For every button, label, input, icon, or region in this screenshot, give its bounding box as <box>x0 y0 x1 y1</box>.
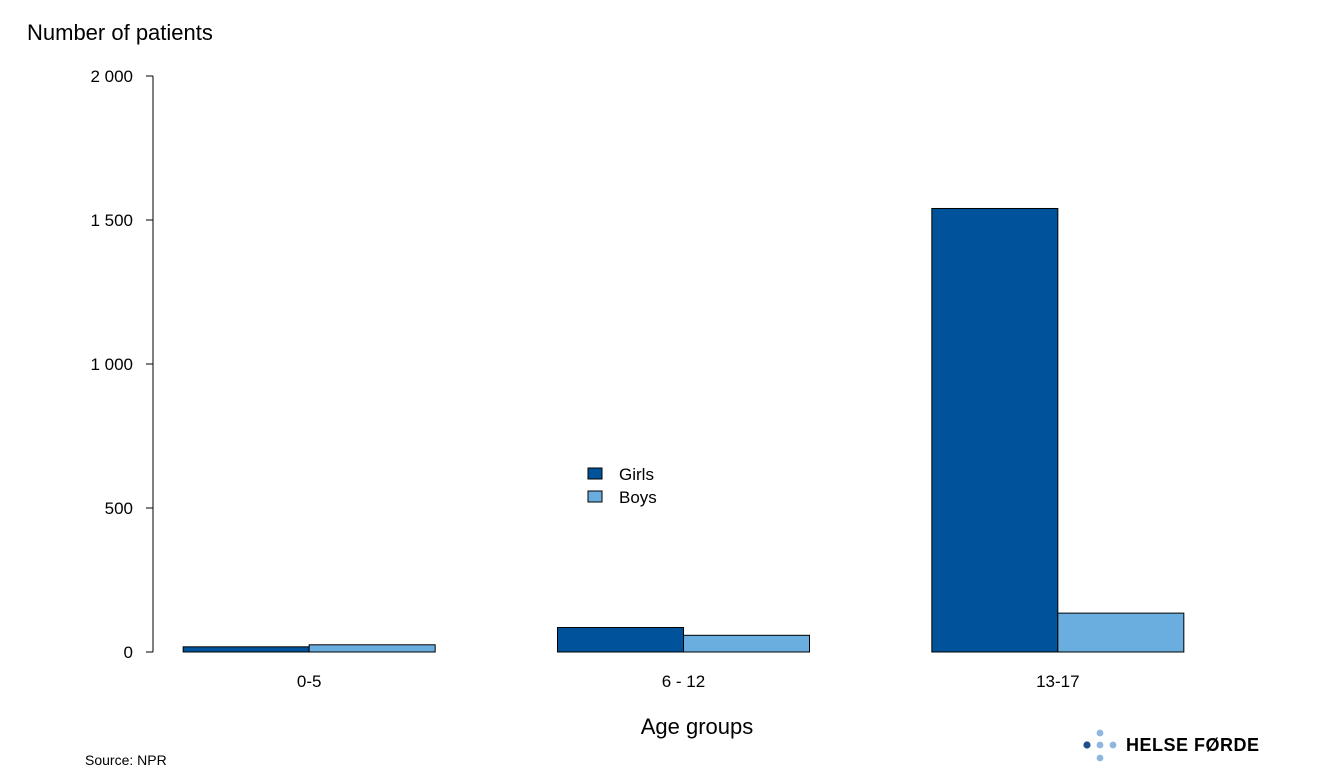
x-tick-label: 6 - 12 <box>662 672 705 691</box>
y-tick-label: 1 000 <box>90 355 133 374</box>
helse-forde-dots-logo <box>1083 729 1117 762</box>
bar-girls-2 <box>931 207 1059 653</box>
legend-label: Girls <box>619 465 654 484</box>
bar-boys-1 <box>683 634 810 653</box>
y-tick-label: 500 <box>105 499 133 518</box>
legend-item-girls: Girls <box>587 465 654 484</box>
bar-girls-0 <box>182 646 310 653</box>
y-tick-label: 0 <box>124 643 133 662</box>
logo-dot <box>1096 729 1104 737</box>
logo-dot <box>1096 754 1104 762</box>
x-tick-label: 13-17 <box>1036 672 1079 691</box>
logo-dot <box>1109 741 1117 749</box>
x-axis-tick-labels: 0-5 6 - 12 13-17 <box>297 672 1080 691</box>
bar-boys-0 <box>308 644 436 653</box>
legend-label: Boys <box>619 488 657 507</box>
y-axis: 0 500 1 000 1 500 2 000 <box>90 67 154 662</box>
source-note: Source: NPR <box>85 752 167 768</box>
logo-text: HELSE FØRDE <box>1126 735 1260 755</box>
x-axis-title: Age groups <box>641 714 754 739</box>
logo-dot <box>1083 741 1091 749</box>
logo: HELSE FØRDE <box>1083 729 1260 762</box>
legend-item-boys: Boys <box>587 488 657 507</box>
y-tick-label: 1 500 <box>90 211 133 230</box>
legend: Girls Boys <box>587 465 657 507</box>
legend-swatch <box>587 467 603 480</box>
bars <box>182 207 1185 653</box>
x-tick-label: 0-5 <box>297 672 322 691</box>
logo-dot <box>1096 741 1104 749</box>
y-axis-title: Number of patients <box>27 20 213 45</box>
bar-boys-2 <box>1057 612 1185 653</box>
y-tick-label: 2 000 <box>90 67 133 86</box>
legend-swatch <box>587 490 603 503</box>
bar-girls-1 <box>557 627 684 653</box>
